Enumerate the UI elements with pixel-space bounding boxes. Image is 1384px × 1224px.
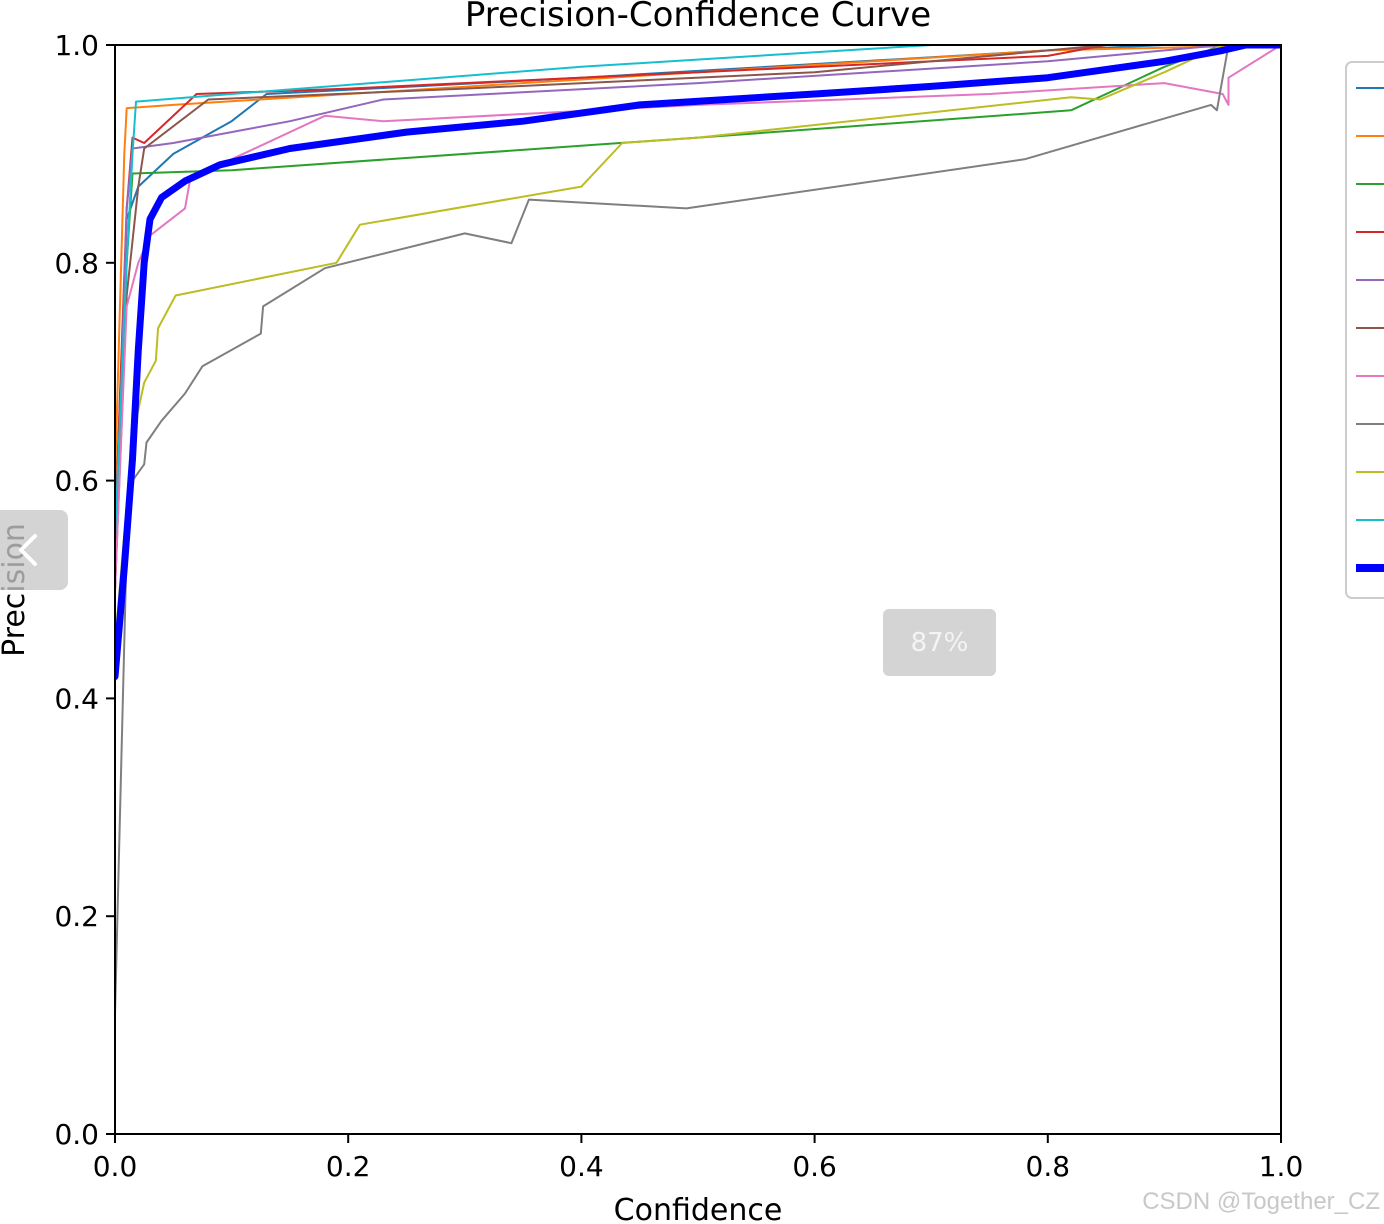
x-tick-label: 0.4 (559, 1150, 604, 1183)
watermark: CSDN @Together_CZ (1142, 1188, 1380, 1215)
y-tick-label: 0.4 (54, 682, 99, 715)
chevron-left-icon (19, 534, 37, 566)
series-line-10 (115, 45, 1281, 536)
series-layer (115, 45, 1281, 1016)
series-line-8 (115, 45, 1281, 1016)
x-tick-label: 0.2 (326, 1150, 371, 1183)
series-line-6 (115, 45, 1281, 591)
zoom-level-badge: 87% (883, 609, 996, 676)
series-line-5 (115, 45, 1281, 591)
ticks-layer: 0.0 0.2 0.4 0.6 0.8 1.0 0.0 0.2 0.4 0.6 0.8 1.0 (54, 29, 1303, 1183)
series-line-9 (115, 45, 1281, 645)
x-tick-label: 1.0 (1259, 1150, 1304, 1183)
series-line-2 (115, 45, 1281, 482)
y-tick-label: 0.6 (54, 465, 99, 498)
series-line-1 (115, 45, 1281, 536)
x-tick-label: 0.6 (792, 1150, 837, 1183)
series-line-3 (115, 45, 1281, 591)
chart-title: Precision-Confidence Curve (465, 0, 931, 35)
y-tick-label: 1.0 (54, 29, 99, 62)
x-tick-label: 0.0 (93, 1150, 138, 1183)
legend-frame (1345, 61, 1384, 599)
previous-button[interactable] (0, 510, 68, 590)
x-axis-label: Confidence (614, 1193, 783, 1224)
legend (1345, 61, 1384, 599)
y-tick-label: 0.0 (54, 1118, 99, 1151)
plot-frame (114, 44, 1282, 1135)
y-tick-label: 0.8 (54, 247, 99, 280)
series-line-11 (115, 45, 1281, 681)
x-tick-label: 0.8 (1026, 1150, 1071, 1183)
series-line-7 (115, 45, 1281, 591)
y-tick-label: 0.2 (54, 900, 99, 933)
